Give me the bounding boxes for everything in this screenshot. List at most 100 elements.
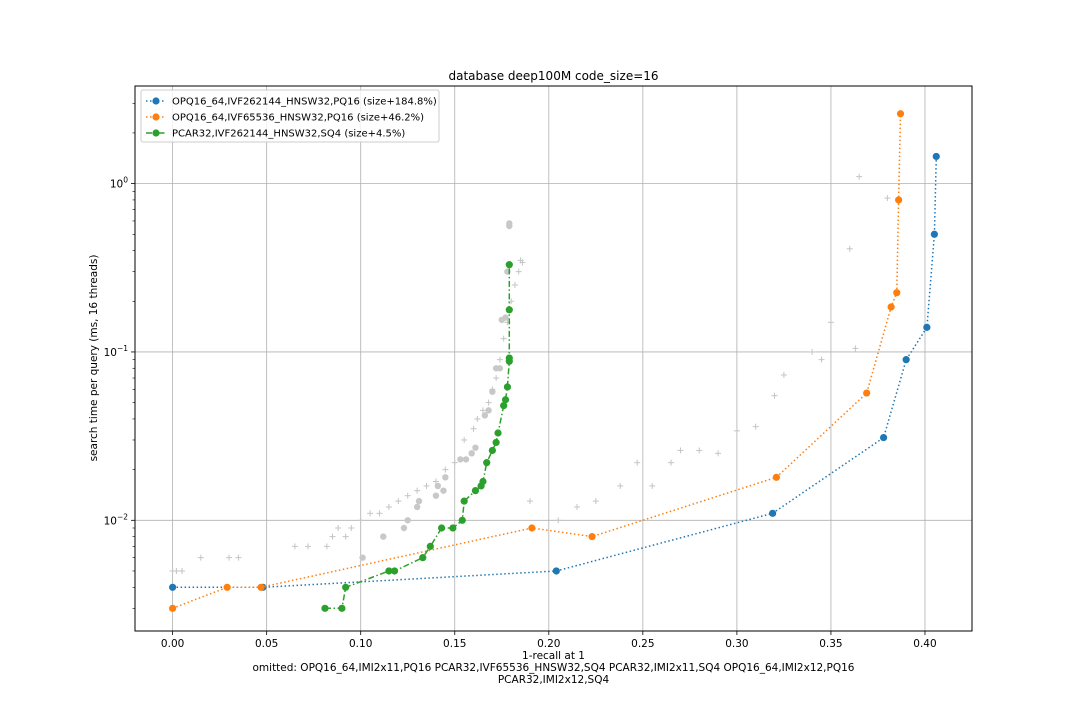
background-cross [715,450,722,457]
legend-box [140,89,440,143]
series-2-point [772,473,780,481]
background-cross [818,356,825,363]
background-dot [400,524,408,532]
background-cross [335,525,342,532]
background-dot [496,365,504,372]
background-cross [617,482,624,489]
background-dot [502,314,509,321]
background-cross [404,492,411,499]
legend-swatch-marker [152,97,160,105]
series-3-point [500,402,508,410]
background-cross [305,543,312,550]
background-cross [500,335,507,342]
background-cross [474,415,481,422]
background-cross [809,348,816,355]
omitted-note-line-1: omitted: OPQ16_64,IMI2x11,PQ16 PCAR32,IV… [253,662,855,674]
series-1-point [879,433,888,442]
series-3-point [471,487,480,495]
background-cross [856,173,863,180]
background-cross [771,392,778,399]
background-dot [413,503,421,511]
legend-entry: PCAR32,IVF262144_HNSW32,SQ4 (size+4.5%) [146,129,405,140]
series-3-point [505,261,513,269]
series-3-point [321,604,329,612]
series-1-point [932,152,940,161]
background-cross [226,554,233,561]
background-cross [884,195,891,202]
series-1-point [930,230,938,238]
background-points [169,173,891,574]
series-2-point [169,604,177,612]
background-cross [197,554,204,561]
background-cross [414,487,421,494]
series-3-point [338,604,346,612]
grid [135,86,972,631]
background-cross [235,554,242,561]
series-2-point [223,583,231,591]
y-axis-label: search time per query (ms, 16 threads) [88,255,100,462]
x-tick-label: 0.30 [725,638,748,650]
series-3-point [494,429,502,437]
series-1-point [902,356,910,364]
background-dot [468,450,475,457]
background-cross [173,567,180,574]
background-cross [752,423,759,430]
series-3-point [505,354,513,362]
x-tick-label: 0.40 [913,638,936,650]
x-tick-label: 0.00 [161,638,184,650]
background-cross [555,517,562,524]
legend-entry: OPQ16_64,IVF262144_HNSW32,PQ16 (size+184… [146,97,437,108]
series-3-point [483,459,491,467]
series-1-point [552,567,560,575]
legend: OPQ16_64,IVF262144_HNSW32,PQ16 (size+184… [140,89,440,143]
legend-entry: OPQ16_64,IVF65536_HNSW32,PQ16 (size+46.2… [146,113,424,124]
background-cross [485,399,492,406]
series-1-point [769,509,777,517]
background-cross [515,268,522,275]
background-cross [493,375,500,382]
background-cross [451,459,458,466]
chart-title: database deep100M code_size=16 [448,69,658,83]
series-2-point [863,389,871,397]
x-tick-label: 0.25 [631,638,654,650]
series-3-point [426,542,434,550]
x-tick-label: 0.15 [443,638,466,650]
background-dot [359,554,366,561]
series-3-point [488,446,496,455]
y-tick-label: 10−2 [104,512,129,527]
background-cross [376,510,383,517]
series-group [169,110,940,612]
series-2-point [528,524,536,532]
background-cross [827,319,834,326]
background-dot [440,487,447,494]
background-cross [179,567,186,574]
background-cross [291,543,298,550]
series-2-point [896,110,905,118]
background-cross [432,478,439,485]
background-cross [385,503,392,510]
background-dot [457,456,464,463]
series-3-point [503,383,512,391]
background-dot [432,492,440,499]
series-3-point [449,524,457,532]
x-tick-label: 0.10 [349,638,372,650]
x-tick-label: 0.05 [255,638,278,650]
background-cross [677,447,684,454]
background-dot [485,407,492,414]
plot-frame [134,85,973,632]
background-cross [696,447,703,454]
background-cross [423,482,430,489]
legend-items: OPQ16_64,IVF262144_HNSW32,PQ16 (size+184… [146,97,437,140]
series-3-point [385,567,393,575]
y-tick-label: 10−1 [104,344,129,359]
background-cross [508,298,515,305]
background-cross [526,498,533,505]
background-cross [519,259,526,266]
series-3-point [501,396,510,404]
y-axis-ticks: 10−2 10−1 100 [104,102,135,609]
background-dot [472,444,479,451]
background-cross [442,466,449,473]
x-axis-label: 1-recall at 1 [522,650,585,662]
background-cross [342,533,349,540]
